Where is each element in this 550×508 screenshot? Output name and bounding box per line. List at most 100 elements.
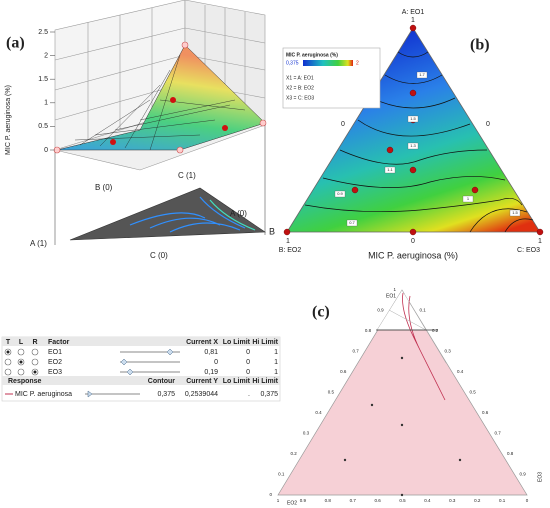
tick-label: 0.8 [325, 498, 332, 503]
z-tick-label: 0 [44, 147, 48, 154]
tick-label: 0.4 [424, 498, 431, 503]
corner-label: C (0) [150, 251, 168, 260]
tick-label: 0.3 [445, 349, 452, 354]
column-header: Response [8, 378, 42, 385]
tick-label: 0 [269, 492, 272, 497]
design-point [259, 119, 267, 127]
corner-label: B (0) [95, 183, 113, 192]
tick-label: 0.7 [495, 431, 502, 436]
design-point [181, 41, 189, 49]
design-point [170, 97, 176, 103]
design-point [458, 458, 462, 462]
column-header: Hi Limit [252, 339, 278, 346]
legend: MIC P. aeruginosa (%) 0,375 2 X1 = A: EO… [282, 47, 381, 109]
design-point [400, 356, 404, 360]
radio-button[interactable] [4, 368, 12, 376]
edge-label: 0 [411, 238, 415, 245]
tick-label: 0.1 [278, 472, 285, 477]
tick-label: 0 [526, 498, 529, 503]
design-point [351, 186, 359, 194]
table-cell: EO2 [48, 359, 62, 366]
corner-label: C (1) [178, 171, 196, 180]
response-surface [56, 44, 266, 151]
legend-title: MIC P. aeruginosa (%) [286, 52, 338, 58]
radio-button[interactable] [17, 348, 25, 356]
tick-label: 0.2 [432, 328, 439, 333]
tick-label: 0.6 [482, 410, 489, 415]
vertex-label: B [269, 226, 275, 236]
colorbar [303, 60, 353, 66]
column-header: Current Y [186, 378, 218, 385]
tick-label: 0.3 [303, 431, 310, 436]
corner-label: A (1) [30, 239, 47, 248]
design-point [343, 458, 347, 462]
contour-label: 1.1 [387, 167, 393, 172]
vertex-label: B: EO2 [279, 247, 302, 254]
table-cell: 0,81 [204, 349, 218, 356]
column-header: Hi Limit [252, 378, 278, 385]
tick-label: 0.7 [350, 498, 357, 503]
edge-label: 1 [411, 17, 415, 24]
radio-button[interactable] [31, 358, 39, 366]
legend-entry: X1 = A: EO1 [286, 75, 314, 81]
radio-dot [33, 370, 37, 374]
design-point [471, 186, 479, 194]
design-point [400, 493, 404, 497]
z-tick-label: 2 [44, 52, 48, 59]
z-tick-label: 1.5 [38, 76, 48, 83]
panel-label: (c) [312, 304, 330, 321]
design-point [400, 423, 404, 427]
slider-knob[interactable] [126, 368, 134, 376]
column-header: Lo Limit [223, 339, 251, 346]
panel-label: (a) [6, 35, 25, 52]
tick-label: 0.9 [377, 308, 384, 313]
slider-knob[interactable] [87, 390, 93, 398]
table-cell: EO3 [48, 369, 62, 376]
edge-label: 0 [341, 121, 345, 128]
design-point [386, 146, 394, 154]
base-contours [209, 199, 256, 231]
design-point [409, 89, 417, 97]
design-point [409, 228, 417, 236]
corner-label: A (0) [230, 209, 247, 218]
contour-label: 1 [467, 196, 470, 201]
z-tick-label: 2.5 [38, 29, 48, 36]
contour-label-bg [416, 71, 428, 79]
column-header: R [32, 339, 37, 346]
tick-label: 1 [277, 498, 280, 503]
tick-label: 0.3 [449, 498, 456, 503]
base-contours [129, 196, 246, 233]
tick-label: 0.5 [399, 498, 406, 503]
radio-button[interactable] [4, 358, 12, 366]
radio-button[interactable] [17, 368, 25, 376]
contour-label-bg [462, 195, 474, 203]
table-cell: MIC P. aeruginosa [15, 391, 72, 398]
z-tick-label: 0.5 [38, 123, 48, 130]
contour-label-bg [334, 190, 346, 198]
radio-button[interactable] [31, 348, 39, 356]
tick-label: 0.2 [291, 451, 298, 456]
legend-entry: X2 = B: EO2 [286, 85, 314, 91]
table-cell: 0 [246, 349, 250, 356]
tick-label: 0.4 [457, 369, 464, 374]
contour-label-bg [407, 115, 419, 123]
column-header: Lo Limit [223, 378, 251, 385]
table-cell: 1 [274, 359, 278, 366]
table-cell: 1 [274, 349, 278, 356]
design-point [110, 139, 116, 145]
table-cell: 0 [214, 359, 218, 366]
panel-a [53, 0, 267, 245]
slider-knob[interactable] [120, 358, 128, 366]
axis-label: EO1 [386, 293, 396, 299]
legend-min: 0,375 [286, 60, 299, 66]
edge-label: 1 [286, 238, 290, 245]
tick-label: 0.8 [507, 451, 514, 456]
contour-label: 1.3 [410, 143, 416, 148]
contour-label-bg [346, 219, 358, 227]
slider-knob[interactable] [166, 348, 174, 356]
edge-label: 1 [538, 238, 542, 245]
table-cell: 1 [274, 369, 278, 376]
column-header: Current X [186, 339, 218, 346]
table-cell: 0,375 [157, 391, 175, 398]
header-row [2, 376, 280, 385]
